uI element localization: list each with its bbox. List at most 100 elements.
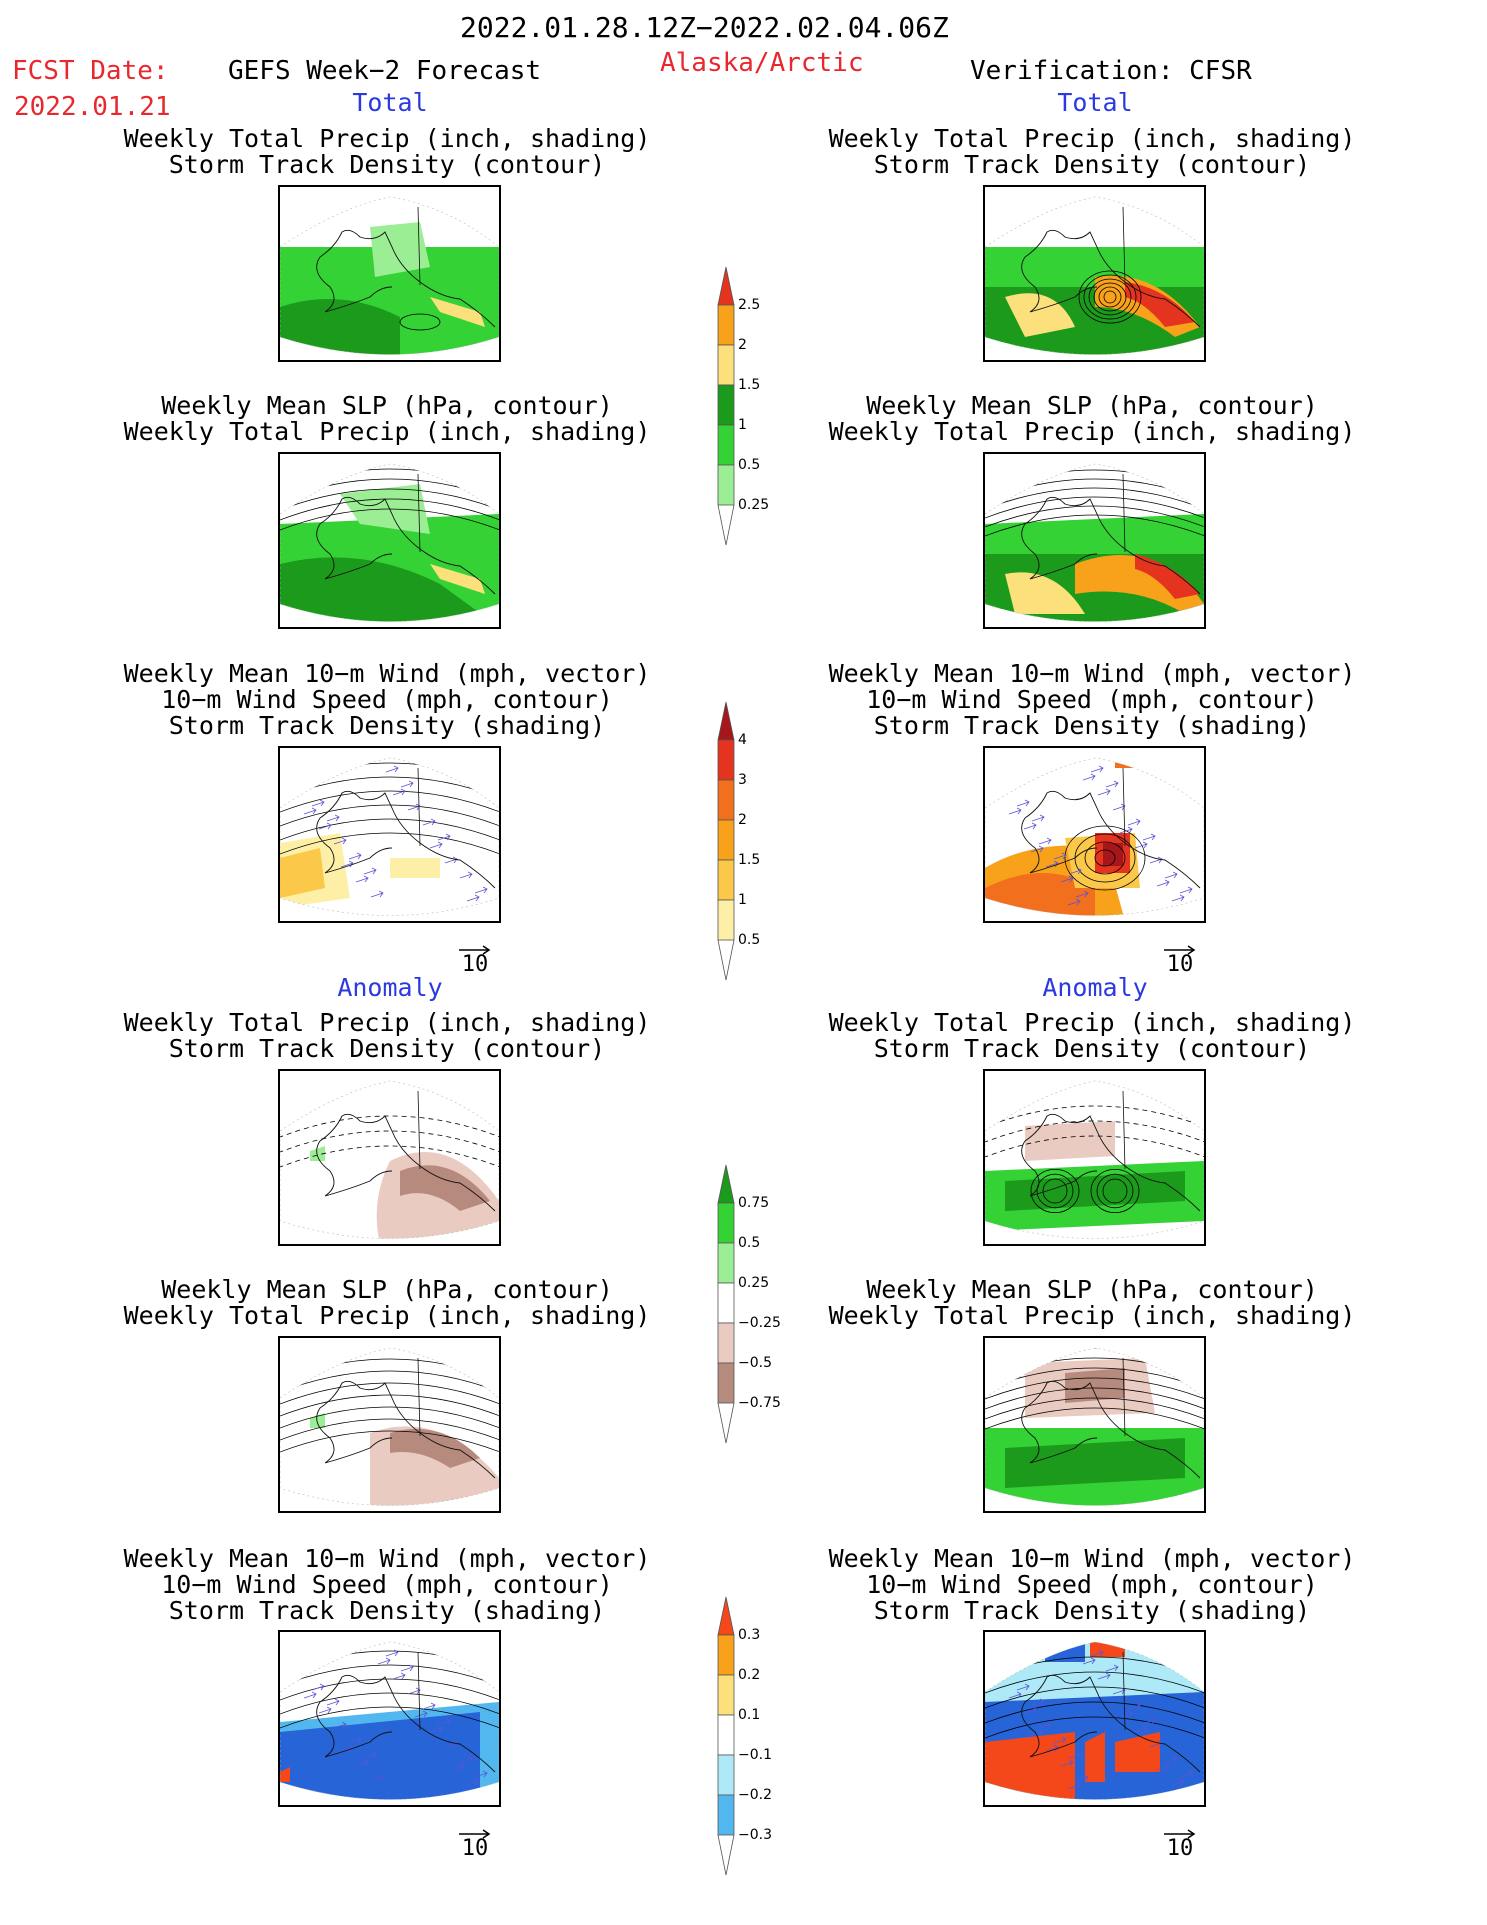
colorbar-segment xyxy=(717,504,735,546)
wind-vector xyxy=(1082,1657,1096,1665)
coastline xyxy=(316,1113,496,1212)
wind-vector xyxy=(340,860,354,868)
shading-band xyxy=(280,1712,480,1800)
wind-vector xyxy=(1097,788,1111,796)
contour-line xyxy=(280,1145,499,1172)
wind-vector xyxy=(994,761,1008,769)
contour-line xyxy=(985,1716,1204,1743)
contour-line xyxy=(280,1430,499,1457)
wind-vector xyxy=(474,1770,488,1778)
colorbar-segment xyxy=(717,1596,735,1636)
contour-line xyxy=(1088,278,1132,316)
wind-vector xyxy=(363,867,377,875)
wind-vector xyxy=(392,1672,406,1680)
shading-band xyxy=(1135,554,1200,599)
colorbar-tick-label: 4 xyxy=(738,732,747,748)
contour-line xyxy=(280,1358,499,1385)
wind-vector xyxy=(296,1668,310,1676)
contour-line xyxy=(280,488,499,515)
section-anomaly-right: Anomaly xyxy=(1042,973,1148,1002)
shading-band xyxy=(1005,293,1075,337)
contour-line xyxy=(985,464,1204,469)
colorbar-tick-label: 0.2 xyxy=(738,1667,760,1683)
shading-band xyxy=(390,858,440,878)
map-left-total-precip-track xyxy=(278,185,501,362)
title-right-anom-slp-precip: Weekly Mean SLP (hPa, contour) Weekly Tot… xyxy=(828,1275,1356,1330)
shading-band xyxy=(430,297,485,327)
wind-vector xyxy=(318,1706,332,1714)
fcst-date-label: FCST Date: xyxy=(12,56,169,86)
wind-vector xyxy=(414,1710,428,1718)
map-field xyxy=(280,1348,499,1506)
border-line xyxy=(417,473,421,553)
wind-vector xyxy=(1105,1664,1119,1672)
contour-line xyxy=(985,1348,1204,1364)
wind-vector xyxy=(1171,894,1185,902)
map-field xyxy=(280,1642,499,1800)
map-right-total-slp-precip xyxy=(983,452,1206,629)
wind-vector xyxy=(1179,1770,1193,1778)
wind-vector xyxy=(363,1751,377,1759)
wind-vector xyxy=(1090,765,1104,773)
wind-vector xyxy=(1119,826,1133,834)
wind-vector xyxy=(1038,1721,1052,1729)
wind-vector xyxy=(1186,769,1200,777)
colorbar-tick-label: 1 xyxy=(738,892,747,908)
contour-line xyxy=(1090,1169,1140,1214)
colorbar-segment xyxy=(717,819,735,861)
contour-line xyxy=(985,487,1204,514)
colorbar-segment xyxy=(717,701,735,741)
map-right-anom-slp-precip xyxy=(983,1336,1206,1513)
wind-vector xyxy=(1068,867,1082,875)
map-field xyxy=(985,1105,1204,1231)
coastline xyxy=(1021,790,1201,889)
wind-vector xyxy=(1156,1763,1170,1771)
contour-line xyxy=(985,1377,1204,1404)
shading-band xyxy=(1103,843,1123,866)
colorbar-segment xyxy=(717,859,735,901)
title-right-anom-wind-track: Weekly Mean 10−m Wind (mph, vector) 10−m … xyxy=(828,1544,1356,1625)
contour-line xyxy=(985,1407,1204,1434)
colorbar-segment xyxy=(717,779,735,821)
wind-vector xyxy=(1075,890,1089,898)
colorbar-segment xyxy=(717,344,735,386)
wind-vector xyxy=(333,837,347,845)
colorbar-tick-label: 0.75 xyxy=(738,1195,769,1211)
region-title: Alaska/Arctic xyxy=(660,48,864,78)
wind-vector xyxy=(377,1657,391,1665)
shading-band xyxy=(280,848,325,898)
shading-band xyxy=(370,222,430,277)
wind-vector xyxy=(289,761,303,769)
contour-line xyxy=(280,832,499,859)
title-right-total-wind-track: Weekly Mean 10−m Wind (mph, vector) 10−m … xyxy=(828,659,1356,740)
vector-ref-left-anom: 10 xyxy=(455,1822,495,1861)
contour-line xyxy=(985,454,1204,459)
wind-vector xyxy=(385,1649,399,1657)
colorbar-tick-label: 0.25 xyxy=(738,1275,769,1291)
map-field xyxy=(280,464,499,622)
wind-vector xyxy=(1067,898,1081,906)
wind-vector xyxy=(340,1744,354,1752)
border-line xyxy=(417,1357,421,1437)
map-left-total-slp-precip xyxy=(278,452,501,629)
wind-vector xyxy=(1053,852,1067,860)
vector-ref-arrow-icon xyxy=(455,1822,495,1839)
wind-vector xyxy=(1112,1687,1126,1695)
colorbar-tick-label: 3 xyxy=(738,772,747,788)
wind-vector xyxy=(422,818,436,826)
shading-band xyxy=(1005,572,1085,614)
contour-line xyxy=(1036,1173,1074,1209)
wind-vector xyxy=(1149,856,1163,864)
colorbar-tick-label: 1.5 xyxy=(738,377,760,393)
wind-vector xyxy=(1075,1774,1089,1782)
contour-line xyxy=(985,496,1204,523)
wind-vector xyxy=(1023,822,1037,830)
wind-vector xyxy=(1164,1755,1178,1763)
contour-line xyxy=(985,1671,1204,1698)
wind-vector xyxy=(1142,833,1156,841)
title-right-anom-precip-track: Weekly Total Precip (inch, shading) Storm… xyxy=(828,1008,1356,1063)
wind-vector xyxy=(444,856,458,864)
map-right-total-wind-track xyxy=(983,746,1206,923)
map-left-anom-slp-precip xyxy=(278,1336,501,1513)
wind-vector xyxy=(1179,886,1193,894)
